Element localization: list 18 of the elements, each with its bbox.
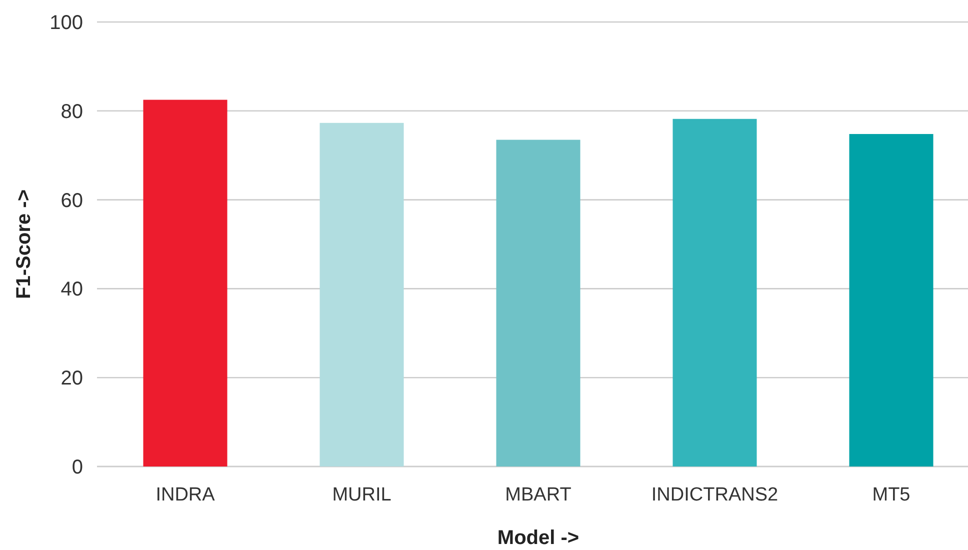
bar <box>320 122 404 466</box>
y-tick-label: 40 <box>60 278 83 301</box>
x-tick-label: MT5 <box>872 484 910 506</box>
x-tick-label: INDICTRANS2 <box>651 484 778 506</box>
x-tick-label: MURIL <box>332 484 392 506</box>
x-axis-title: Model -> <box>497 527 580 549</box>
x-tick-label: INDRA <box>156 484 216 506</box>
bar <box>143 100 228 466</box>
bar <box>672 118 757 466</box>
y-axis-title: F1-Score -> <box>13 190 35 299</box>
y-tick-label: 0 <box>72 456 83 478</box>
bar <box>496 140 580 466</box>
bar <box>849 134 934 466</box>
y-tick-label: 80 <box>60 100 83 123</box>
y-tick-label: 20 <box>60 368 83 390</box>
y-tick-label: 60 <box>60 190 83 212</box>
y-tick-label: 100 <box>50 12 83 34</box>
x-tick-label: MBART <box>505 484 572 506</box>
